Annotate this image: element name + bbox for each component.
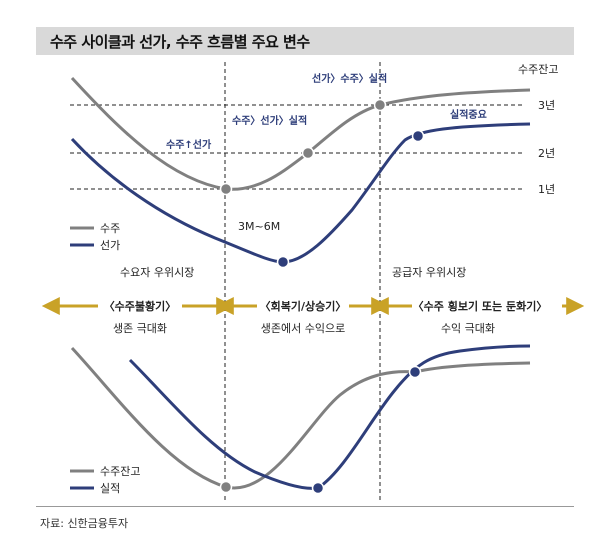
backlog-trough-marker bbox=[219, 480, 233, 494]
order-curve bbox=[70, 76, 531, 191]
phase-label-1: 〈수주불황기〉 bbox=[104, 299, 177, 313]
legend-backlog-label: 수주잔고 bbox=[100, 465, 140, 478]
level-label-1y: 1년 bbox=[538, 183, 555, 196]
phase-sub-2: 생존에서 수익으로 bbox=[261, 322, 345, 335]
annotation-lag: 3M~6M bbox=[238, 220, 280, 233]
title-bar: 수주 사이클과 선가, 수주 흐름별 주요 변수 bbox=[36, 27, 574, 55]
y-axis-title: 수주잔고 bbox=[518, 63, 558, 76]
order-peak-marker bbox=[373, 98, 387, 112]
market-buyer: 수요자 우위시장 bbox=[120, 266, 194, 279]
market-supplier: 공급자 우위시장 bbox=[392, 266, 466, 279]
phase-label-bg-3 bbox=[412, 297, 562, 315]
phase-label-2: 〈회복기/상승기〉 bbox=[260, 299, 347, 313]
phase-label-bg-1 bbox=[98, 297, 182, 315]
price-peak-marker bbox=[411, 129, 425, 143]
order-mid-marker bbox=[301, 146, 315, 160]
price-trough-marker bbox=[276, 255, 290, 269]
bottom-rule bbox=[36, 506, 574, 507]
performance-curve bbox=[128, 344, 531, 490]
legend-order-label: 수주 bbox=[100, 222, 120, 235]
performance-trough-marker bbox=[311, 481, 325, 495]
phase-label-bg-2 bbox=[257, 297, 349, 315]
annotation-order-price: 수주↑선가 bbox=[166, 138, 212, 151]
page-title: 수주 사이클과 선가, 수주 흐름별 주요 변수 bbox=[50, 33, 310, 51]
backlog-curve bbox=[70, 346, 531, 490]
annotation-price-order-perf: 선가〉수주〉실적 bbox=[312, 72, 387, 85]
annotation-perf-important: 실적중요 bbox=[450, 108, 487, 121]
level-label-3y: 3년 bbox=[538, 99, 555, 112]
level-label-2y: 2년 bbox=[538, 147, 555, 160]
legend-performance-label: 실적 bbox=[100, 482, 120, 495]
crossover-marker bbox=[408, 365, 422, 379]
source-note: 자료: 신한금융투자 bbox=[40, 517, 129, 530]
phase-label-3: 〈수주 횡보기 또는 둔화기〉 bbox=[413, 299, 548, 313]
phase-sub-1: 생존 극대화 bbox=[113, 322, 167, 335]
phase-sub-3: 수익 극대화 bbox=[441, 322, 495, 335]
annotation-order-price-perf: 수주〉선가〉실적 bbox=[232, 114, 307, 127]
legend-price-label: 선가 bbox=[100, 239, 120, 252]
order-trough-marker bbox=[219, 182, 233, 196]
